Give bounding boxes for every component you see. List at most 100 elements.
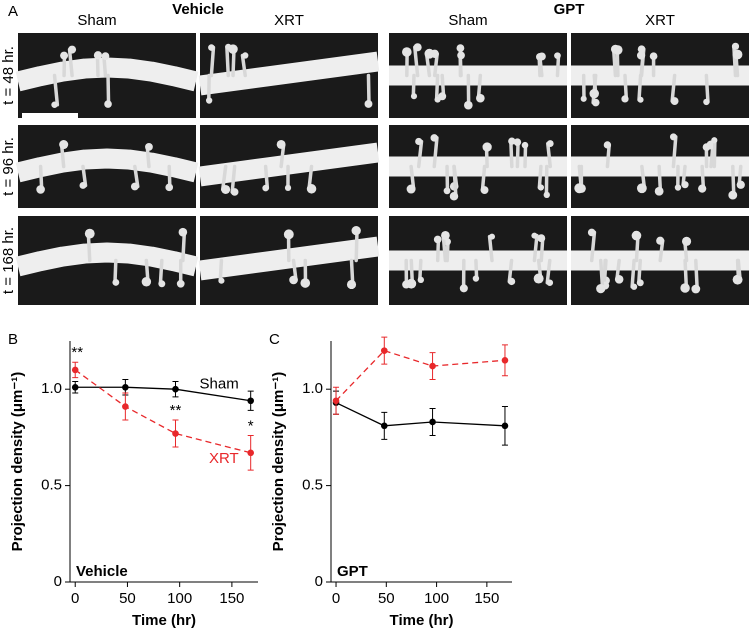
- spine-head: [698, 184, 707, 193]
- spine: [637, 258, 643, 285]
- spine: [630, 258, 636, 289]
- spine-head: [364, 100, 373, 108]
- spine-head: [596, 284, 606, 294]
- spine-head: [613, 45, 623, 55]
- significance-label: **: [71, 344, 83, 361]
- spine-head: [276, 140, 286, 149]
- spine-head: [283, 229, 294, 240]
- spine-head: [636, 279, 644, 287]
- data-point: [380, 422, 388, 430]
- spine: [106, 73, 111, 106]
- spine-head: [230, 188, 239, 196]
- spine-head: [112, 278, 120, 286]
- spine: [546, 141, 552, 169]
- spine-head: [84, 228, 95, 239]
- spine-head: [630, 283, 638, 290]
- data-point: [71, 383, 79, 391]
- spine-head: [402, 47, 412, 57]
- significance-label: *: [248, 417, 254, 434]
- spine: [413, 45, 420, 78]
- spine-head: [205, 97, 213, 104]
- spine-head: [681, 236, 692, 246]
- spine-head: [513, 138, 522, 146]
- spine: [240, 53, 247, 78]
- spine-head: [456, 44, 465, 52]
- spine: [220, 164, 228, 192]
- spine-head: [36, 185, 45, 194]
- spine-head: [681, 181, 689, 189]
- spine-head: [415, 137, 423, 145]
- data-point: [501, 422, 509, 430]
- spine-head: [546, 140, 554, 147]
- x-axis-label: Time (hr): [132, 612, 196, 629]
- spine-head: [531, 232, 538, 239]
- spine: [515, 140, 520, 169]
- significance-label: **: [170, 402, 182, 419]
- dendrite: [15, 148, 199, 183]
- spine-head: [537, 52, 546, 61]
- dendrite: [198, 142, 380, 187]
- panel-label: B: [8, 331, 18, 348]
- group-title: Vehicle: [172, 1, 224, 18]
- spine: [598, 258, 605, 291]
- spine-head: [574, 183, 585, 194]
- spine-head: [489, 233, 496, 240]
- y-tick-label: 0: [54, 573, 62, 590]
- spine-head: [101, 52, 110, 61]
- data-point: [380, 347, 388, 354]
- spine-head: [589, 88, 599, 99]
- row-label: t = 48 hr.: [0, 46, 17, 105]
- x-tick-label: 0: [332, 590, 340, 607]
- spine-head: [218, 277, 225, 284]
- spine-head: [702, 143, 711, 152]
- spine-head: [300, 278, 311, 288]
- spine-head: [262, 184, 269, 192]
- spine-head: [703, 98, 710, 106]
- spine-head: [449, 192, 459, 201]
- spine: [545, 258, 552, 285]
- y-axis-label: Projection density (μm⁻¹): [270, 372, 287, 552]
- spine: [354, 228, 359, 263]
- dendrite: [198, 51, 380, 96]
- data-point: [332, 397, 340, 405]
- spine-head: [654, 186, 664, 196]
- spine-head: [587, 228, 596, 237]
- column-label: Sham: [77, 12, 116, 29]
- spine-head: [242, 52, 249, 59]
- data-point: [501, 356, 509, 364]
- spine: [694, 258, 699, 291]
- spine-head: [464, 100, 473, 110]
- spine-head: [178, 227, 188, 237]
- spine: [480, 164, 487, 192]
- spine-head: [441, 230, 450, 240]
- spine: [230, 164, 237, 194]
- spine-head: [141, 277, 152, 287]
- series-label: Sham: [200, 376, 239, 393]
- spine: [67, 47, 74, 78]
- spine-head: [158, 280, 166, 288]
- spine: [418, 258, 423, 282]
- x-tick-label: 50: [378, 590, 395, 607]
- spine-head: [508, 137, 516, 145]
- spine-head: [472, 275, 480, 282]
- spine-head: [130, 182, 139, 191]
- spine-head: [543, 191, 550, 199]
- spine-head: [637, 96, 644, 103]
- spine: [52, 73, 60, 107]
- spine-head: [145, 142, 153, 151]
- spine-head: [669, 133, 677, 141]
- data-point: [247, 449, 254, 457]
- column-label: XRT: [645, 12, 675, 29]
- spine-head: [636, 51, 646, 60]
- spine-head: [691, 284, 701, 294]
- spine-head: [402, 280, 411, 289]
- spine: [537, 164, 543, 190]
- spine: [507, 258, 514, 284]
- spine: [532, 233, 539, 263]
- spine-head: [507, 277, 516, 286]
- spine-head: [603, 141, 612, 149]
- dendrite: [15, 57, 199, 92]
- spine-head: [176, 279, 185, 288]
- dendrite: [15, 242, 199, 277]
- spine: [225, 44, 231, 78]
